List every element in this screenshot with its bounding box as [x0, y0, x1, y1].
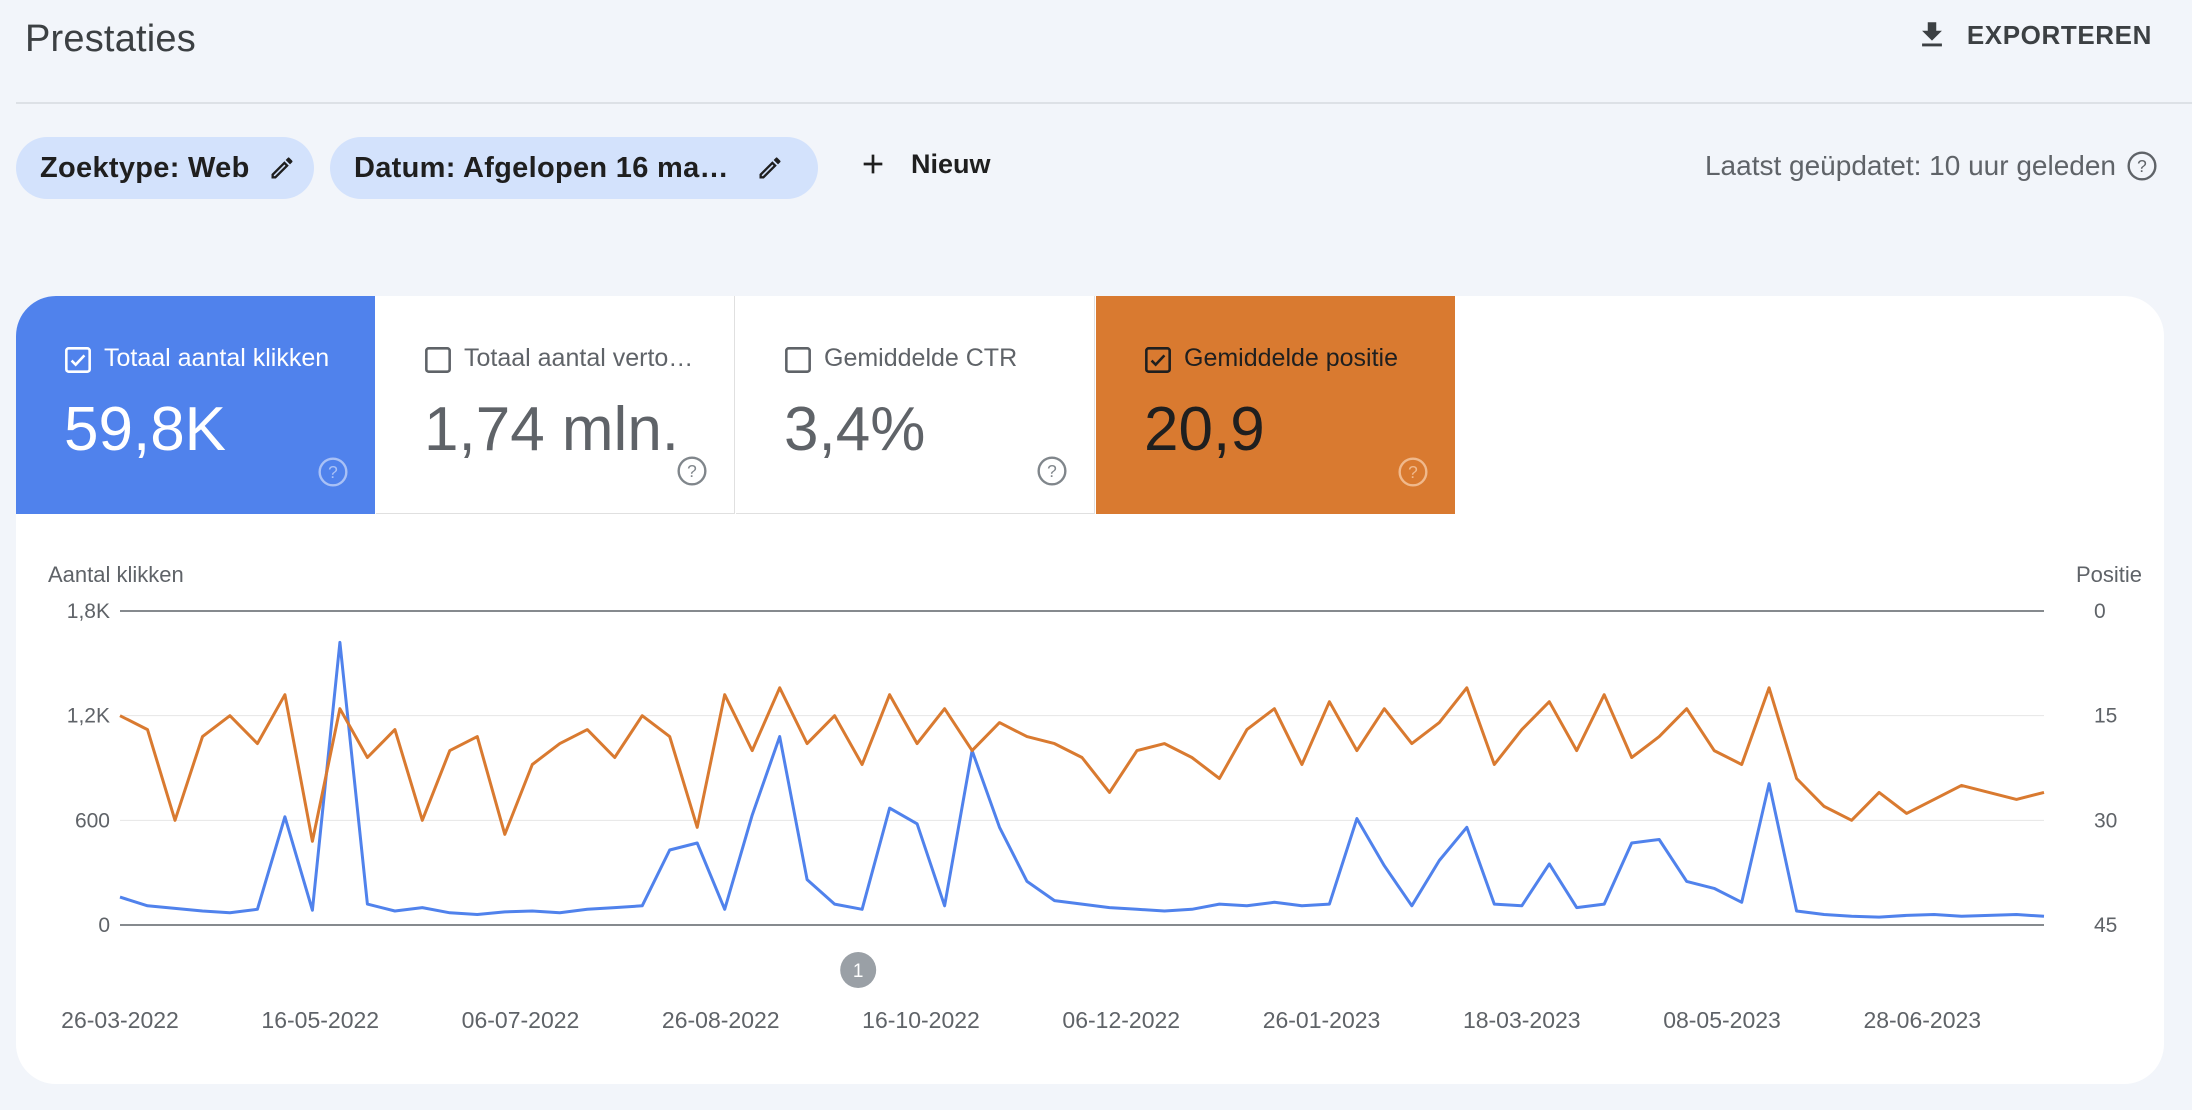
help-icon[interactable]: ?	[676, 455, 708, 487]
svg-text:?: ?	[687, 461, 697, 481]
y2-tick-label: 15	[2094, 705, 2117, 728]
metric-total-impressions[interactable]: Totaal aantal vertoningen 1,74 mln. ?	[376, 296, 735, 514]
checkbox-unchecked-icon[interactable]	[424, 346, 452, 374]
search-type-filter-label: Zoektype: Web	[40, 151, 250, 184]
page-title: Prestaties	[25, 18, 196, 60]
checkbox-unchecked-icon[interactable]	[784, 346, 812, 374]
y2-tick-label: 45	[2094, 914, 2117, 937]
help-icon[interactable]: ?	[1036, 455, 1068, 487]
right-axis-title: Positie	[2075, 562, 2142, 587]
x-tick-label: 26-01-2023	[1263, 1007, 1381, 1033]
edit-pencil-icon[interactable]	[268, 154, 296, 182]
x-tick-label: 06-12-2022	[1062, 1007, 1180, 1033]
date-filter-label: Datum: Afgelopen 16 maanden	[354, 151, 738, 184]
y-tick-label: 600	[75, 809, 110, 832]
y-tick-label: 0	[98, 914, 110, 937]
x-tick-label: 16-10-2022	[862, 1007, 980, 1033]
left-axis-title: Aantal klikken	[48, 562, 184, 587]
metric-average-ctr[interactable]: Gemiddelde CTR 3,4% ?	[736, 296, 1095, 514]
svg-text:?: ?	[2137, 156, 2147, 176]
x-tick-label: 16-05-2022	[261, 1007, 379, 1033]
new-filter-label: Nieuw	[911, 148, 991, 179]
help-icon[interactable]: ?	[317, 456, 349, 488]
annotation-label: 1	[853, 961, 864, 982]
metric-value: 20,9	[1144, 395, 1265, 464]
performance-line-chart: 0 45 600 30 1,2K 15 1,8K 0 26-03-2022 16-05-2022 0…	[61, 600, 2117, 1033]
new-filter-button[interactable]: Nieuw	[857, 148, 991, 180]
metric-value: 3,4%	[784, 395, 926, 464]
series-line	[119, 640, 2045, 919]
checkbox-checked-icon[interactable]	[64, 346, 92, 374]
download-icon	[1921, 22, 1942, 47]
plus-icon	[863, 154, 883, 174]
help-icon[interactable]: ?	[1397, 456, 1429, 488]
date-filter-chip[interactable]: Datum: Afgelopen 16 maanden	[330, 137, 818, 199]
series-line	[119, 686, 2045, 843]
edit-pencil-icon[interactable]	[756, 154, 784, 182]
svg-text:?: ?	[328, 462, 338, 482]
metric-average-position[interactable]: Gemiddelde positie 20,9 ?	[1096, 296, 1455, 514]
x-tick-label: 26-08-2022	[662, 1007, 780, 1033]
last-updated: Laatst geüpdatet: 10 uur geleden ?	[1705, 150, 2158, 182]
x-tick-label: 08-05-2023	[1663, 1007, 1781, 1033]
svg-text:?: ?	[1408, 462, 1418, 482]
header-divider	[16, 102, 2192, 104]
x-tick-label: 18-03-2023	[1463, 1007, 1581, 1033]
last-updated-text: Laatst geüpdatet: 10 uur geleden	[1704, 150, 2116, 181]
x-tick-label: 26-03-2022	[61, 1007, 179, 1033]
x-tick-label: 06-07-2022	[462, 1007, 580, 1033]
x-tick-label: 28-06-2023	[1863, 1007, 1981, 1033]
annotation-marker	[840, 952, 877, 988]
y2-tick-label: 0	[2094, 600, 2106, 623]
help-icon[interactable]: ?	[2126, 150, 2158, 182]
metric-value: 1,74 mln.	[424, 395, 680, 464]
y2-tick-label: 30	[2094, 809, 2117, 832]
metric-total-clicks[interactable]: Totaal aantal klikken 59,8K ?	[16, 296, 375, 514]
search-type-filter-chip[interactable]: Zoektype: Web	[16, 137, 314, 199]
metric-value: 59,8K	[64, 395, 227, 464]
y-tick-label: 1,2K	[67, 705, 110, 728]
svg-text:?: ?	[1047, 461, 1057, 481]
export-button[interactable]: EXPORTEREN	[1915, 16, 2152, 54]
performance-card: Totaal aantal klikken 59,8K ? Totaal aan…	[16, 296, 2164, 1084]
y-tick-label: 1,8K	[67, 600, 110, 623]
checkbox-checked-icon[interactable]	[1144, 346, 1172, 374]
export-label: EXPORTEREN	[1966, 19, 2152, 50]
